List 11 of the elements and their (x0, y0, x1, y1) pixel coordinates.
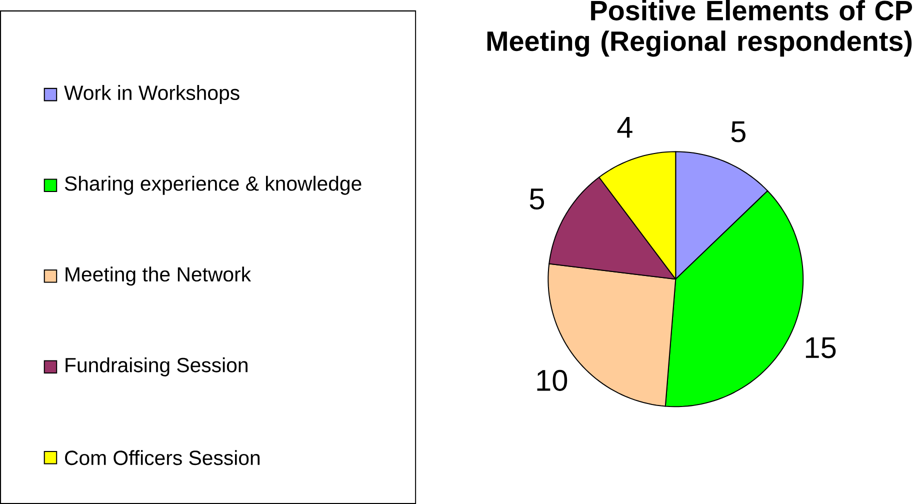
data-label: 5 (731, 121, 746, 142)
legend-label: Work in Workshops (64, 85, 240, 104)
data-label: 4 (617, 116, 632, 138)
legend-label: Fundraising Session (66, 357, 248, 376)
legend-label: Com Officers Session (65, 450, 260, 466)
chart-title: Positive Elements of CP Meeting (Regional respondents) (487, 0, 912, 57)
legend-label: Sharing experience & knowledge (64, 176, 362, 195)
data-label: 5 (530, 188, 544, 210)
data-label: 10 (537, 370, 568, 391)
legend-label: Meeting the Network (66, 266, 252, 286)
data-label: 15 (806, 337, 836, 358)
